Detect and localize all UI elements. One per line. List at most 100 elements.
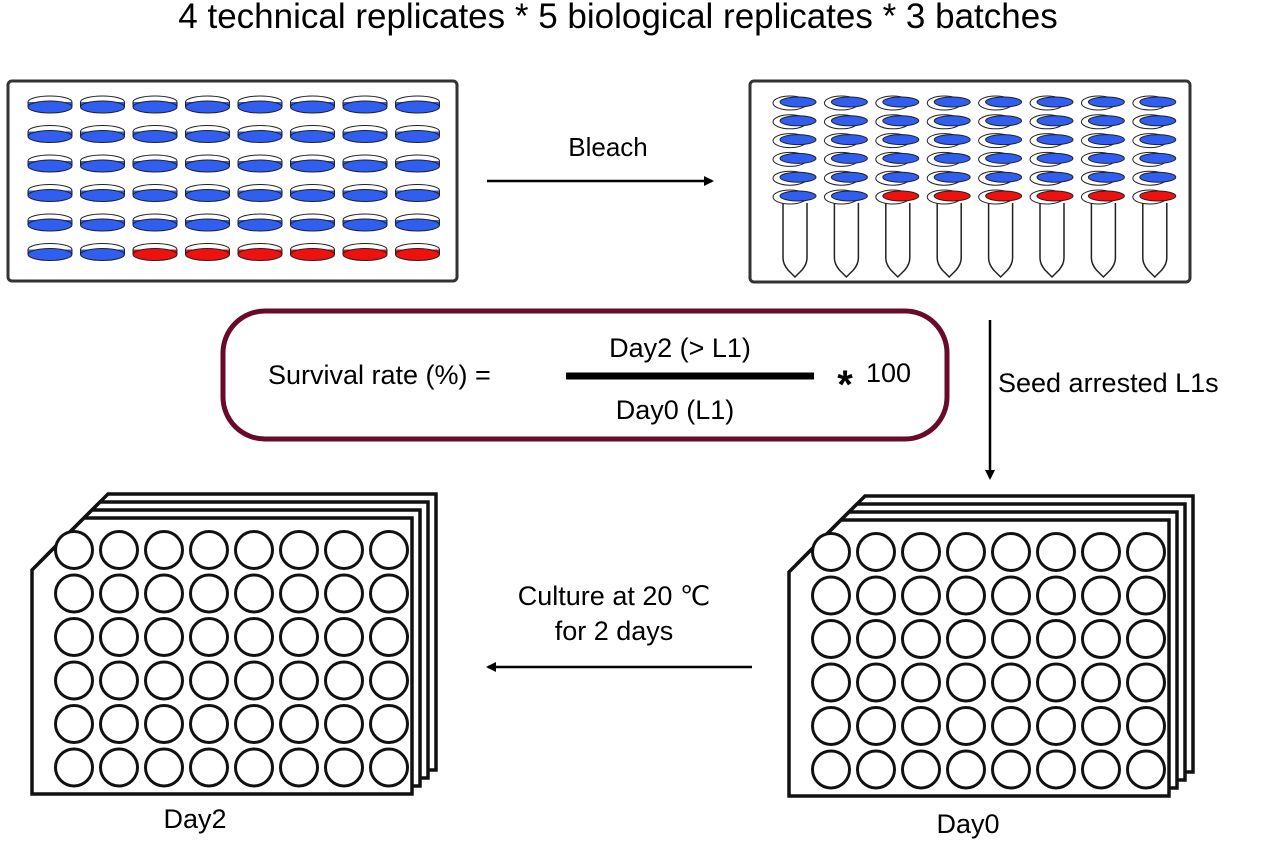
well <box>811 706 851 746</box>
tube <box>978 95 1023 279</box>
tube-dish-blue <box>875 114 920 130</box>
tube-dish-blue <box>772 151 817 167</box>
well <box>369 573 409 614</box>
formula-denominator: Day0 (L1) <box>616 395 735 425</box>
dish-blue <box>80 125 125 143</box>
tube-dish-blue <box>978 151 1023 167</box>
dish-blue <box>132 95 178 114</box>
tube-dish-blue <box>875 170 920 186</box>
well <box>856 532 896 572</box>
tube-dish-blue <box>1080 151 1125 167</box>
well <box>1081 575 1121 616</box>
well <box>99 530 139 570</box>
well <box>856 662 896 703</box>
tube-dish-blue <box>1029 114 1074 130</box>
tube-dish-blue <box>1029 95 1074 111</box>
well <box>99 660 139 701</box>
dish-blue <box>185 184 230 202</box>
well <box>946 619 986 659</box>
tube <box>1132 95 1177 279</box>
dish-blue <box>27 184 73 202</box>
dish-blue <box>185 95 230 114</box>
dish-blue <box>80 213 125 232</box>
well <box>54 530 94 570</box>
dish-blue <box>27 154 73 173</box>
dish-blue <box>27 125 73 143</box>
tube-dish-blue <box>772 170 817 186</box>
well <box>54 660 94 701</box>
seed-label: Seed arrested L1s <box>998 368 1219 398</box>
tube-dish-red <box>875 189 920 205</box>
tube <box>1080 95 1125 279</box>
well <box>54 704 94 744</box>
tube-dish-blue <box>1080 95 1125 111</box>
tube-grid <box>772 95 1177 279</box>
dish-blue <box>290 95 335 114</box>
dish-blue <box>342 213 388 232</box>
figure-title: 4 technical replicates * 5 biological re… <box>178 0 1057 36</box>
well <box>369 617 409 657</box>
well <box>324 704 364 744</box>
dish-blue <box>342 154 388 173</box>
day2-label: Day2 <box>163 804 226 834</box>
well <box>99 617 139 657</box>
well <box>1081 749 1121 790</box>
well <box>946 749 986 790</box>
dish-blue <box>27 95 73 114</box>
day0-label: Day0 <box>936 809 999 839</box>
well <box>901 532 941 572</box>
dish-blue <box>395 95 440 114</box>
tube-dish-blue <box>926 133 971 149</box>
survival-formula: Survival rate (%) = Day2 (> L1) Day0 (L1… <box>220 308 950 442</box>
well <box>324 747 364 788</box>
tube-dish-blue <box>1029 151 1074 167</box>
tube-dish-red <box>1132 189 1177 205</box>
well <box>279 617 319 657</box>
tube-dish-blue <box>772 114 817 130</box>
well <box>99 747 139 788</box>
bleach-step: Bleach <box>487 132 714 186</box>
dish-blue <box>342 95 388 114</box>
well <box>901 706 941 746</box>
tube-dish-blue <box>1029 133 1074 149</box>
well <box>324 617 364 657</box>
dish-blue <box>237 95 283 114</box>
well <box>234 617 274 657</box>
day0-plate-stack <box>787 494 1195 798</box>
tube-dish-blue <box>1080 133 1125 149</box>
tube-dish-blue <box>772 189 817 205</box>
well <box>811 662 851 703</box>
well <box>144 573 184 614</box>
dish-red <box>237 243 283 261</box>
dish-blue <box>80 184 125 202</box>
dish-red <box>395 243 440 261</box>
tube-dish-red <box>926 189 971 205</box>
tube-dish-blue <box>978 114 1023 130</box>
well <box>991 662 1031 703</box>
dish-blue <box>80 154 125 173</box>
dish-grid <box>27 95 440 261</box>
dish-red <box>290 243 335 261</box>
dish-blue <box>290 125 335 143</box>
well <box>189 530 229 570</box>
well <box>946 532 986 572</box>
seed-step: Seed arrested L1s <box>985 320 1219 480</box>
dish-plate-frame <box>6 79 459 283</box>
tube-dish-blue <box>1132 151 1177 167</box>
well <box>1036 532 1076 572</box>
well <box>901 662 941 703</box>
well <box>54 617 94 657</box>
dish-blue <box>185 154 230 173</box>
well <box>54 573 94 614</box>
well <box>144 704 184 744</box>
well <box>901 619 941 659</box>
well <box>324 530 364 570</box>
tube-dish-blue <box>926 170 971 186</box>
tube-rack-frame <box>748 79 1192 284</box>
tube-dish-blue <box>1080 114 1125 130</box>
tube-dish-blue <box>1132 114 1177 130</box>
well <box>1126 532 1166 572</box>
formula-multiplier: 100 <box>866 358 911 388</box>
well <box>324 660 364 701</box>
dish-red <box>185 243 230 261</box>
